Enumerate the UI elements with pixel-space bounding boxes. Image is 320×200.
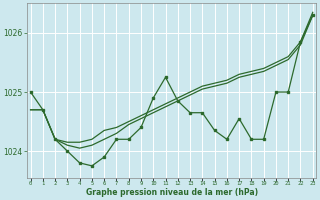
X-axis label: Graphe pression niveau de la mer (hPa): Graphe pression niveau de la mer (hPa) [85, 188, 258, 197]
